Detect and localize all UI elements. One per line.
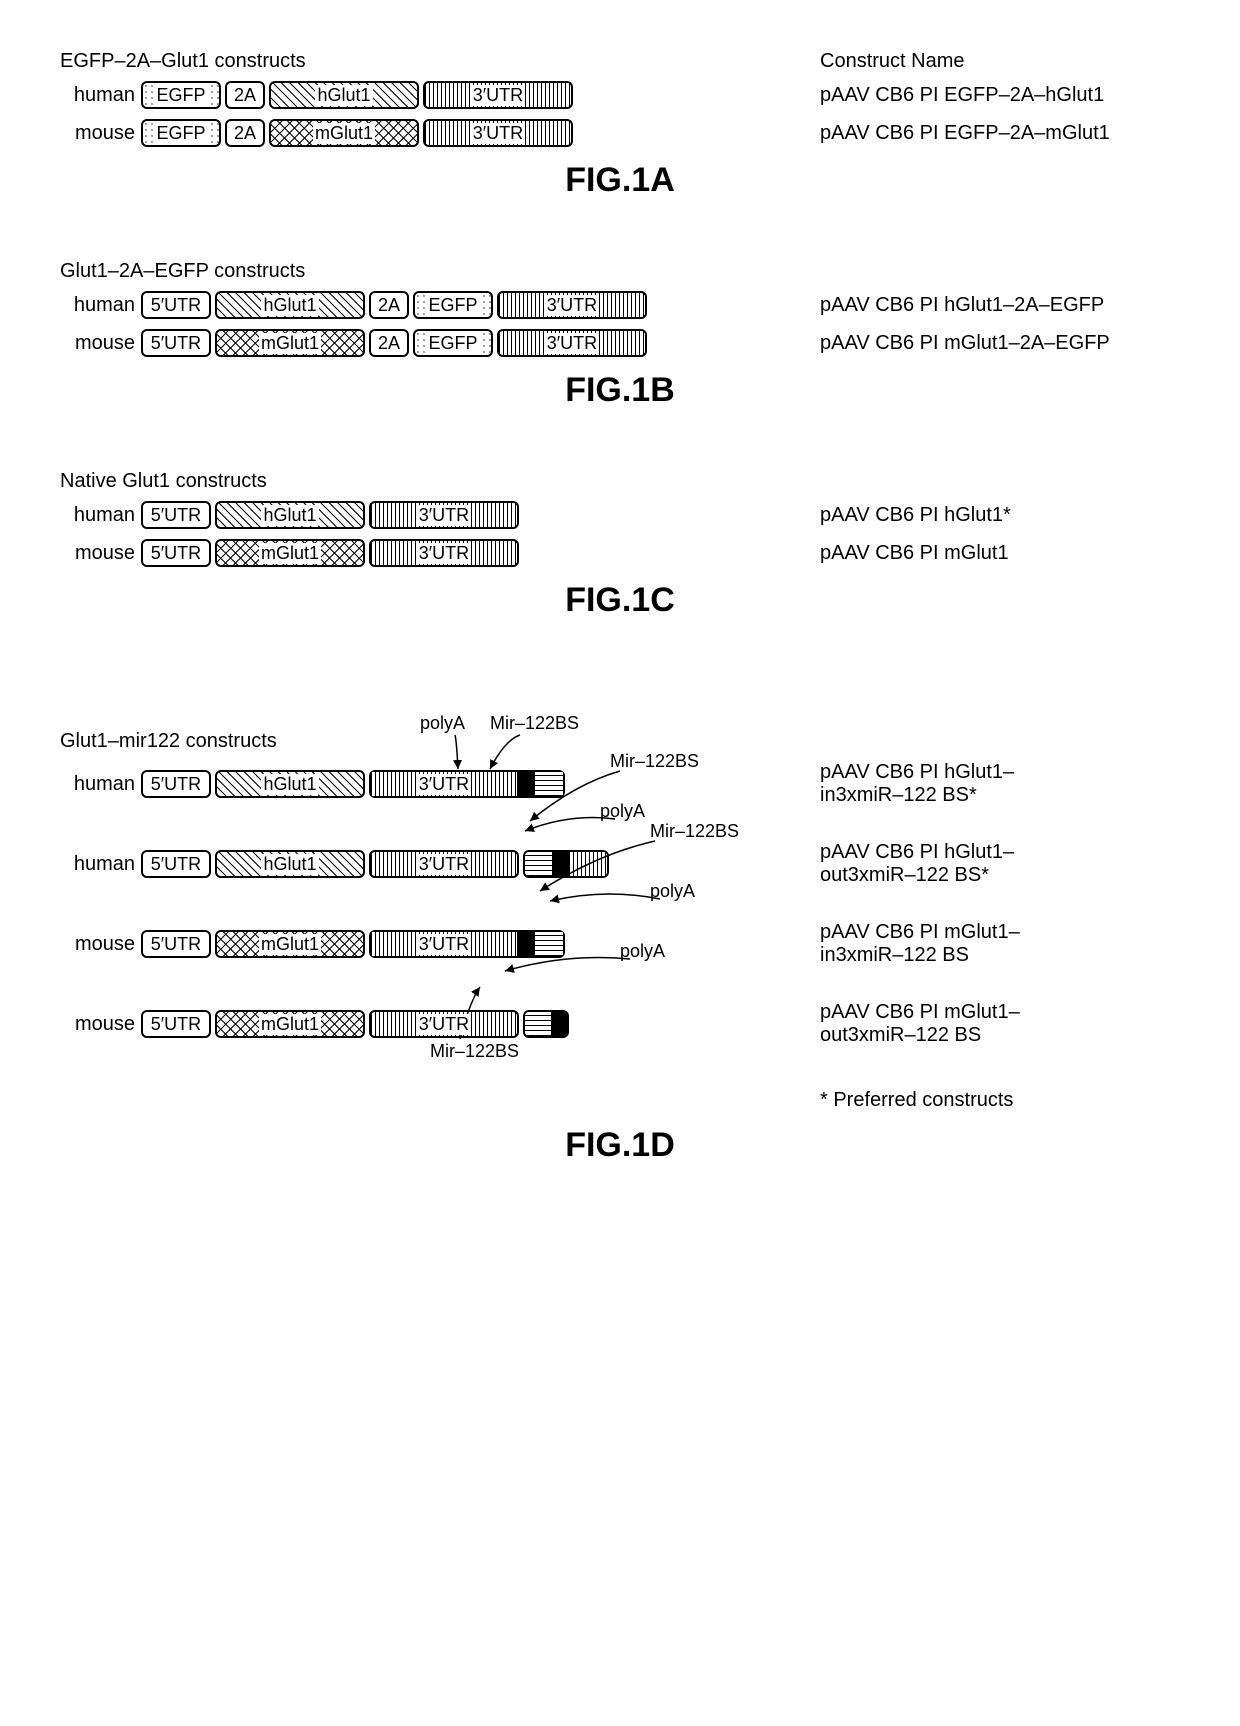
block-5′UTR: 5′UTR [141,930,211,958]
block-5′UTR: 5′UTR [141,501,211,529]
fig-label-c: FIG.1C [60,581,1180,620]
construct-name: pAAV CB6 PI hGlut1–2A–EGFP [820,294,1180,317]
block-row: 5′UTRhGlut13′UTR [141,501,519,529]
footnote: * Preferred constructs [820,1089,1180,1112]
panel-a-title: EGFP–2A–Glut1 constructs [60,50,306,73]
block-5′UTR: 5′UTR [141,539,211,567]
fig-label-d: FIG.1D [60,1126,1180,1165]
construct-row: mouseEGFP2AmGlut13′UTR pAAV CB6 PI EGFP–2… [60,119,1180,147]
panel-a: EGFP–2A–Glut1 constructs Construct Name … [60,50,1180,200]
fig-label-a: FIG.1A [60,161,1180,200]
block-EGFP: EGFP [413,291,493,319]
construct-row: mouse5′UTRmGlut12AEGFP3′UTR pAAV CB6 PI m… [60,329,1180,357]
block-5′UTR: 5′UTR [141,1010,211,1038]
callout-label: polyA [420,713,465,734]
block-row: EGFP2AhGlut13′UTR [141,81,573,109]
block-hGlut1: hGlut1 [269,81,419,109]
block-5′UTR: 5′UTR [141,329,211,357]
block-hGlut1: hGlut1 [215,291,365,319]
callout-arrow [60,761,760,1086]
block-5′UTR: 5′UTR [141,291,211,319]
block-EGFP: EGFP [141,81,221,109]
panel-c: Native Glut1 constructs human5′UTRhGlut1… [60,470,1180,620]
block-row: 5′UTRhGlut12AEGFP3′UTR [141,291,647,319]
construct-name: pAAV CB6 PI mGlut1–2A–EGFP [820,332,1180,355]
construct-name: pAAV CB6 PI mGlut1 [820,542,1180,565]
block-2A: 2A [225,81,265,109]
block-2A: 2A [369,291,409,319]
panel-b-title: Glut1–2A–EGFP constructs [60,260,305,283]
construct-name: pAAV CB6 PI EGFP–2A–hGlut1 [820,84,1180,107]
block-5′UTR: 5′UTR [141,850,211,878]
species-label: human [60,294,141,317]
species-label: human [60,504,141,527]
panel-b: Glut1–2A–EGFP constructs human5′UTRhGlut… [60,260,1180,410]
block-hGlut1: hGlut1 [215,501,365,529]
block-mGlut1: mGlut1 [269,119,419,147]
block-row: 5′UTRmGlut13′UTR [141,539,519,567]
panel-d: Glut1–mir122 constructs human5′UTRhGlut1… [60,730,1180,1165]
construct-name: pAAV CB6 PI EGFP–2A–mGlut1 [820,122,1180,145]
construct-name: pAAV CB6 PI hGlut1–in3xmiR–122 BS* [820,761,1180,807]
block-3′UTR: 3′UTR [423,119,573,147]
callout-label: Mir–122BS [490,713,579,734]
block-row: EGFP2AmGlut13′UTR [141,119,573,147]
construct-row: human5′UTRhGlut12AEGFP3′UTR pAAV CB6 PI h… [60,291,1180,319]
block-row: 5′UTRmGlut12AEGFP3′UTR [141,329,647,357]
block-5′UTR: 5′UTR [141,770,211,798]
block-3′UTR: 3′UTR [369,501,519,529]
species-label: mouse [60,542,141,565]
block-3′UTR: 3′UTR [497,329,647,357]
block-3′UTR: 3′UTR [423,81,573,109]
panel-d-title: Glut1–mir122 constructs [60,730,277,753]
construct-row: mouse5′UTRmGlut13′UTR pAAV CB6 PI mGlut1 [60,539,1180,567]
fig-label-b: FIG.1B [60,371,1180,410]
block-3′UTR: 3′UTR [369,539,519,567]
block-mGlut1: mGlut1 [215,539,365,567]
species-label: mouse [60,122,141,145]
construct-name: pAAV CB6 PI mGlut1–in3xmiR–122 BS [820,921,1180,967]
construct-row: humanEGFP2AhGlut13′UTR pAAV CB6 PI EGFP–2… [60,81,1180,109]
block-EGFP: EGFP [141,119,221,147]
species-label: human [60,84,141,107]
block-3′UTR: 3′UTR [497,291,647,319]
panel-c-title: Native Glut1 constructs [60,470,267,493]
construct-name: pAAV CB6 PI hGlut1–out3xmiR–122 BS* [820,841,1180,887]
construct-row: human5′UTRhGlut13′UTR pAAV CB6 PI hGlut1* [60,501,1180,529]
block-2A: 2A [225,119,265,147]
block-mGlut1: mGlut1 [215,329,365,357]
construct-name: pAAV CB6 PI hGlut1* [820,504,1180,527]
block-EGFP: EGFP [413,329,493,357]
construct-name-header: Construct Name [820,50,1180,73]
species-label: mouse [60,332,141,355]
construct-name: pAAV CB6 PI mGlut1–out3xmiR–122 BS [820,1001,1180,1047]
block-2A: 2A [369,329,409,357]
